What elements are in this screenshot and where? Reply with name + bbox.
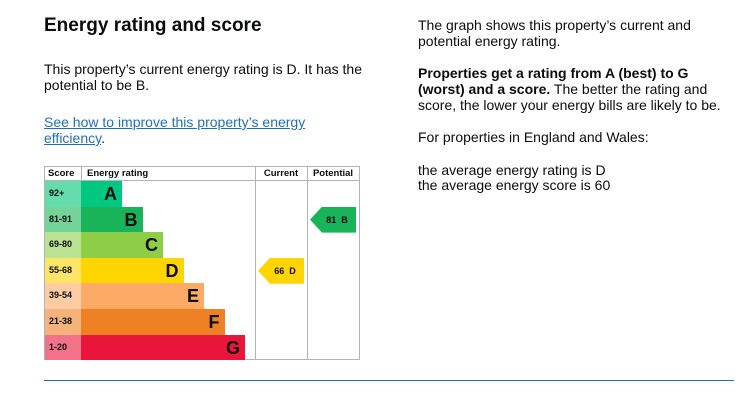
band-score-range: 55-68 — [45, 257, 81, 284]
region-note: For properties in England and Wales: — [418, 129, 649, 145]
band-row-a: 92+ A — [45, 181, 255, 207]
band-bar-e: E — [81, 283, 204, 309]
header-score: Score — [45, 167, 81, 181]
header-potential: Potential — [307, 167, 359, 181]
improve-efficiency-link[interactable]: See how to improve this property’s energ… — [44, 114, 306, 146]
band-row-b: 81-91 B — [45, 206, 255, 233]
band-score-range: 92+ — [45, 181, 81, 207]
average-score: the average energy score is 60 — [418, 177, 611, 193]
band-score-range: 39-54 — [45, 283, 81, 309]
potential-rating-arrow: 81 B — [310, 206, 356, 233]
graph-intro: The graph shows this property’s current … — [418, 17, 691, 49]
current-rating-arrow: 66 D — [258, 257, 304, 284]
rating-explanation: Properties get a rating from A (best) to… — [418, 65, 728, 113]
section-divider — [44, 380, 734, 381]
band-bar-g: G — [81, 334, 245, 361]
rating-explanation-bold: Properties get a rating from A (best) to… — [418, 65, 689, 97]
energy-rating-chart: Score Energy rating Current Potential 92… — [44, 166, 360, 361]
average-rating: the average energy rating is D — [418, 162, 606, 178]
page-title: Energy rating and score — [44, 15, 262, 36]
link-suffix: . — [101, 130, 105, 146]
right-column: The graph shows this property’s current … — [418, 17, 728, 193]
band-bar-d: D — [81, 257, 184, 284]
header-current: Current — [255, 167, 307, 181]
band-bar-c: C — [81, 232, 163, 258]
band-score-range: 1-20 — [45, 334, 81, 361]
band-row-c: 69-80 C — [45, 232, 255, 258]
divider-potential — [307, 167, 308, 359]
band-row-e: 39-54 E — [45, 283, 255, 309]
band-score-range: 81-91 — [45, 206, 81, 233]
band-score-range: 69-80 — [45, 232, 81, 258]
band-row-d: 55-68 D — [45, 257, 255, 284]
band-score-range: 21-38 — [45, 309, 81, 335]
band-bar-f: F — [81, 309, 225, 335]
rating-explanation-rest: The better the rating and score, the low… — [418, 81, 721, 113]
header-energy-rating: Energy rating — [81, 167, 255, 181]
band-row-f: 21-38 F — [45, 309, 255, 335]
improve-paragraph: See how to improve this property’s energ… — [44, 114, 344, 146]
divider-current — [255, 167, 256, 359]
band-bar-b: B — [81, 206, 143, 233]
rating-summary: This property’s current energy rating is… — [44, 61, 362, 93]
band-row-g: 1-20 G — [45, 334, 255, 361]
band-bar-a: A — [81, 181, 122, 207]
